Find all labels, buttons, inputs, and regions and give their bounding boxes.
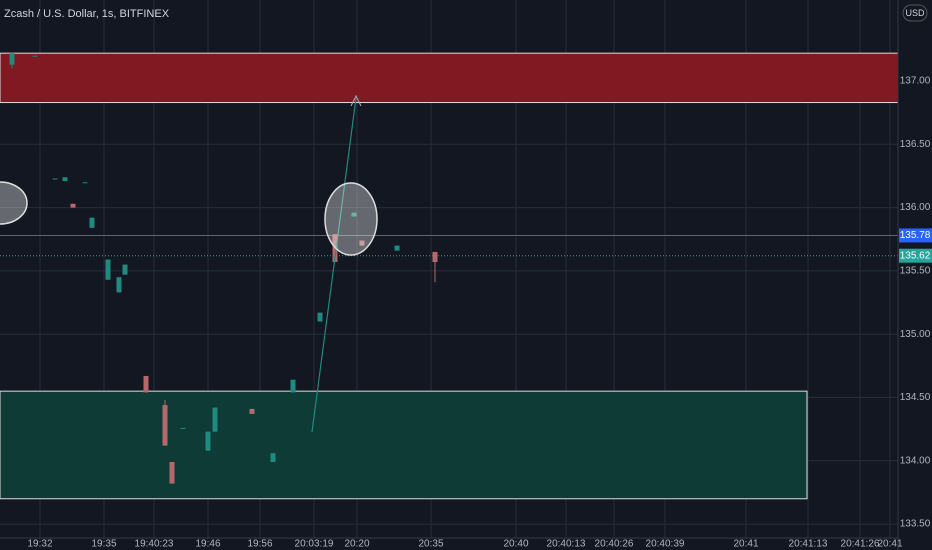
candle-body: [9, 53, 15, 65]
zones: [0, 52, 899, 500]
arrow-head: [350, 94, 362, 107]
x-tick-label: 19:40:23: [135, 539, 174, 550]
y-tick-label: 134.50: [900, 392, 931, 403]
highlight-ellipse: [324, 182, 378, 256]
price-label-bg: [899, 248, 932, 263]
x-tick-label: 20:03:19: [295, 539, 334, 550]
highlight-ellipse: [0, 181, 28, 225]
x-tick-label: 20:41:13: [789, 539, 828, 550]
zone: [0, 390, 808, 500]
currency-button[interactable]: [902, 4, 928, 22]
candle-body: [116, 277, 122, 293]
trend-arrow: [311, 97, 357, 433]
y-tick-label: 136.50: [900, 139, 931, 150]
x-tick-label: 19:35: [91, 539, 116, 550]
candle-body: [351, 212, 357, 217]
candle-body: [270, 453, 276, 463]
candle-body: [317, 312, 323, 322]
candle-body: [89, 217, 95, 228]
x-tick-label: 19:46: [195, 539, 220, 550]
candle-body: [212, 407, 218, 432]
axis: 137.00 136.50 136.00 135.50 135.00 134.50 134.…: [27, 76, 932, 550]
y-tick-label: 135.50: [900, 266, 931, 277]
candle-body: [180, 427, 186, 429]
candle-body: [290, 379, 296, 393]
zone: [0, 52, 899, 104]
x-tick-label: 20:41: [877, 539, 902, 550]
y-tick-label: 137.00: [900, 76, 931, 87]
x-tick-label: 20:41:26: [841, 539, 880, 550]
x-tick-label: 19:56: [247, 539, 272, 550]
chart-title: Zcash / U.S. Dollar, 1s, BITFINEX: [4, 8, 170, 20]
currency-label[interactable]: USD: [905, 8, 925, 18]
price-label: 135.78: [900, 230, 931, 241]
x-tick-label: 19:32: [27, 539, 52, 550]
x-tick-label: 20:41: [733, 539, 758, 550]
candle-body: [143, 375, 149, 393]
price-label: 135.62: [900, 250, 931, 261]
candle-body: [394, 245, 400, 251]
candle-body: [82, 182, 88, 184]
x-tick-label: 20:40:39: [646, 539, 685, 550]
x-tick-label: 20:40:26: [595, 539, 634, 550]
x-tick-label: 20:35: [418, 539, 443, 550]
y-tick-label: 134.00: [900, 455, 931, 466]
candle-body: [359, 240, 365, 246]
y-tick-label: 136.00: [900, 202, 931, 213]
candle-body: [52, 178, 58, 180]
price-label-bg: [899, 228, 932, 243]
candle-body: [249, 408, 255, 414]
candle-body: [32, 55, 38, 57]
candle-body: [205, 431, 211, 451]
candle-body: [122, 264, 128, 275]
x-tick-label: 20:40:13: [547, 539, 586, 550]
candle-body: [169, 462, 175, 484]
x-tick-label: 20:40: [503, 539, 528, 550]
candle-body: [162, 405, 168, 446]
candle-body: [105, 259, 111, 280]
candle-body: [70, 203, 76, 208]
x-tick-label: 20:20: [344, 539, 369, 550]
candle-body: [62, 177, 68, 182]
y-tick-label: 135.00: [900, 329, 931, 340]
y-tick-label: 133.50: [900, 519, 931, 530]
candle-body: [432, 251, 438, 263]
